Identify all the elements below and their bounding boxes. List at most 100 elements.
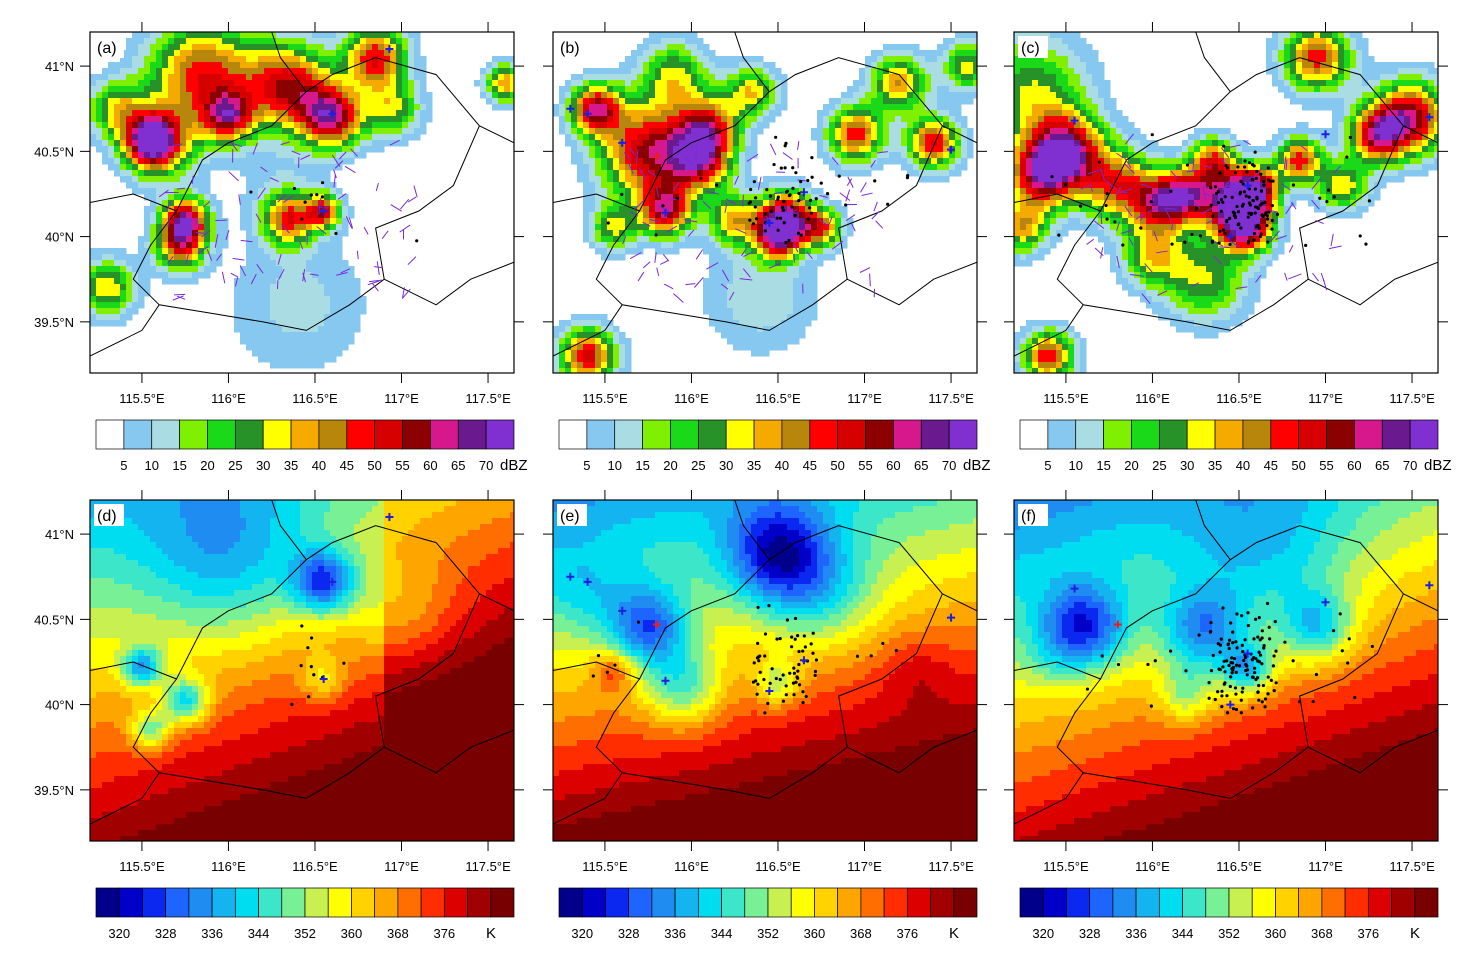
flash-dot	[315, 192, 319, 197]
wind-barb	[637, 271, 645, 282]
colorbar-swatch	[397, 887, 422, 918]
wind-barb	[283, 195, 294, 203]
colorbar-swatch	[1391, 887, 1416, 918]
flash-dot	[290, 702, 294, 706]
flash-dot	[1266, 675, 1270, 679]
colorbar-swatch	[234, 419, 264, 450]
colorbar-tick-label: 30	[1180, 458, 1194, 473]
wind-barb	[1288, 244, 1294, 253]
wind-barb	[1284, 272, 1288, 281]
flash-dot	[1209, 668, 1214, 673]
province-borders-f	[1014, 500, 1438, 825]
wind-barb	[786, 209, 798, 214]
flash-dot	[1239, 179, 1243, 183]
wind-barb	[1217, 217, 1221, 226]
flash-dot	[249, 190, 253, 194]
negative-flash-marker	[566, 572, 575, 581]
colorbar-reflectivity-1: 5 10 15 20 25 30 35 40 45 50 55 60 65 70 dBZ	[558, 419, 991, 474]
flash-dot	[1253, 205, 1258, 209]
flash-dot	[1218, 229, 1222, 233]
flash-dot	[1207, 681, 1211, 685]
colorbar-swatch	[1158, 419, 1188, 450]
wind-barb	[206, 249, 213, 261]
negative-flash-marker	[1070, 584, 1079, 593]
flash-dot	[1222, 659, 1226, 663]
wind-barb	[344, 165, 356, 174]
wind-barb	[672, 181, 680, 191]
wind-barb	[726, 198, 736, 205]
negative-flash-marker	[319, 675, 328, 684]
flash-dot	[1267, 210, 1271, 214]
border-line	[271, 500, 307, 561]
flash-dot	[1239, 698, 1243, 702]
flash-dot	[791, 166, 795, 170]
wind-barb	[1144, 263, 1153, 273]
colorbar-swatch	[753, 419, 783, 450]
flash-dot	[754, 217, 759, 221]
flash-dot	[784, 190, 789, 194]
flash-dot	[1260, 629, 1264, 633]
panel-f: 115.5°E 116°E 116.5°E 117°E 117.5°E (f)	[1004, 490, 1448, 874]
flash-dot	[1247, 195, 1251, 199]
flash-dot	[1216, 189, 1220, 194]
wind-barb	[399, 224, 411, 233]
flash-dot	[784, 240, 788, 245]
wind-barb	[1087, 169, 1101, 175]
flash-dot	[1304, 243, 1308, 247]
x-tick-label: 115.5°E	[1043, 859, 1089, 874]
flash-dot	[1252, 232, 1257, 236]
wind-barb	[684, 219, 698, 223]
flash-dot	[300, 624, 304, 628]
colorbar-swatch	[674, 887, 699, 918]
flash-dot	[1219, 637, 1223, 641]
wind-barb	[876, 151, 888, 154]
lightning-markers-f	[1070, 581, 1434, 715]
flash-dot	[1104, 203, 1108, 208]
colorbar-swatch	[95, 887, 120, 918]
positive-flash-marker	[652, 152, 661, 161]
panel-label: (c)	[1021, 40, 1040, 57]
wind-barb	[371, 282, 379, 292]
flash-dot	[797, 649, 801, 654]
panel-label-bg	[557, 504, 587, 526]
wind-barb	[1089, 182, 1093, 192]
y-tick-label: 40°N	[45, 230, 74, 245]
colorbar-swatch	[1019, 887, 1044, 918]
colorbar-swatch	[697, 887, 722, 918]
colorbar-tick-label: 10	[607, 458, 621, 473]
wind-barb	[191, 175, 194, 184]
wind-barb	[769, 143, 777, 156]
wind-barb	[167, 217, 171, 227]
negative-flash-marker	[328, 109, 337, 118]
flash-dot	[1253, 187, 1257, 191]
flash-dot	[1261, 214, 1265, 219]
flash-dot	[1219, 197, 1224, 202]
wind-barb	[1165, 207, 1177, 210]
flash-dot	[1370, 644, 1374, 649]
positive-flash-marker	[1113, 620, 1122, 629]
flash-dot	[747, 201, 751, 205]
wind-barb	[721, 269, 730, 282]
flash-dot	[1262, 179, 1266, 184]
wind-barb	[797, 141, 800, 150]
flash-dot	[792, 666, 796, 670]
wind-barb	[316, 226, 327, 235]
flash-dot	[1234, 670, 1238, 674]
flash-dot	[1169, 189, 1173, 193]
negative-flash-marker	[661, 676, 670, 685]
colorbar-tick-label: 320	[108, 926, 130, 941]
flash-dot	[1265, 214, 1269, 218]
flash-dot	[905, 176, 910, 180]
border-line	[838, 125, 943, 280]
colorbar-swatch	[1066, 887, 1091, 918]
colorbar-swatch	[346, 419, 376, 450]
wind-barb	[176, 295, 186, 300]
flash-dot	[620, 192, 624, 196]
lightning-markers-e	[566, 572, 956, 715]
border-line	[838, 593, 943, 748]
y-tick-label: 41°N	[45, 527, 74, 542]
colorbar-swatch	[893, 419, 922, 450]
border-line	[271, 32, 307, 93]
flash-dot	[307, 695, 311, 699]
flash-dot	[785, 618, 790, 622]
